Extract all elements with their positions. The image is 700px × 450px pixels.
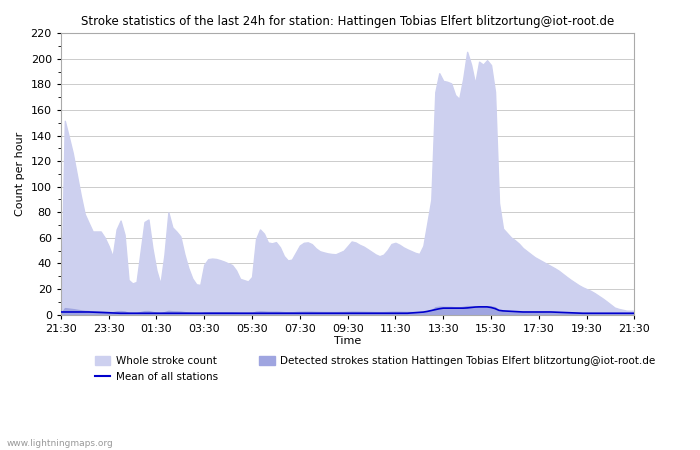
X-axis label: Time: Time (334, 336, 361, 346)
Title: Stroke statistics of the last 24h for station: Hattingen Tobias Elfert blitzortu: Stroke statistics of the last 24h for st… (81, 15, 615, 28)
Legend: Whole stroke count, Mean of all stations, Detected strokes station Hattingen Tob: Whole stroke count, Mean of all stations… (94, 356, 655, 382)
Y-axis label: Count per hour: Count per hour (15, 132, 25, 216)
Text: www.lightningmaps.org: www.lightningmaps.org (7, 439, 113, 448)
